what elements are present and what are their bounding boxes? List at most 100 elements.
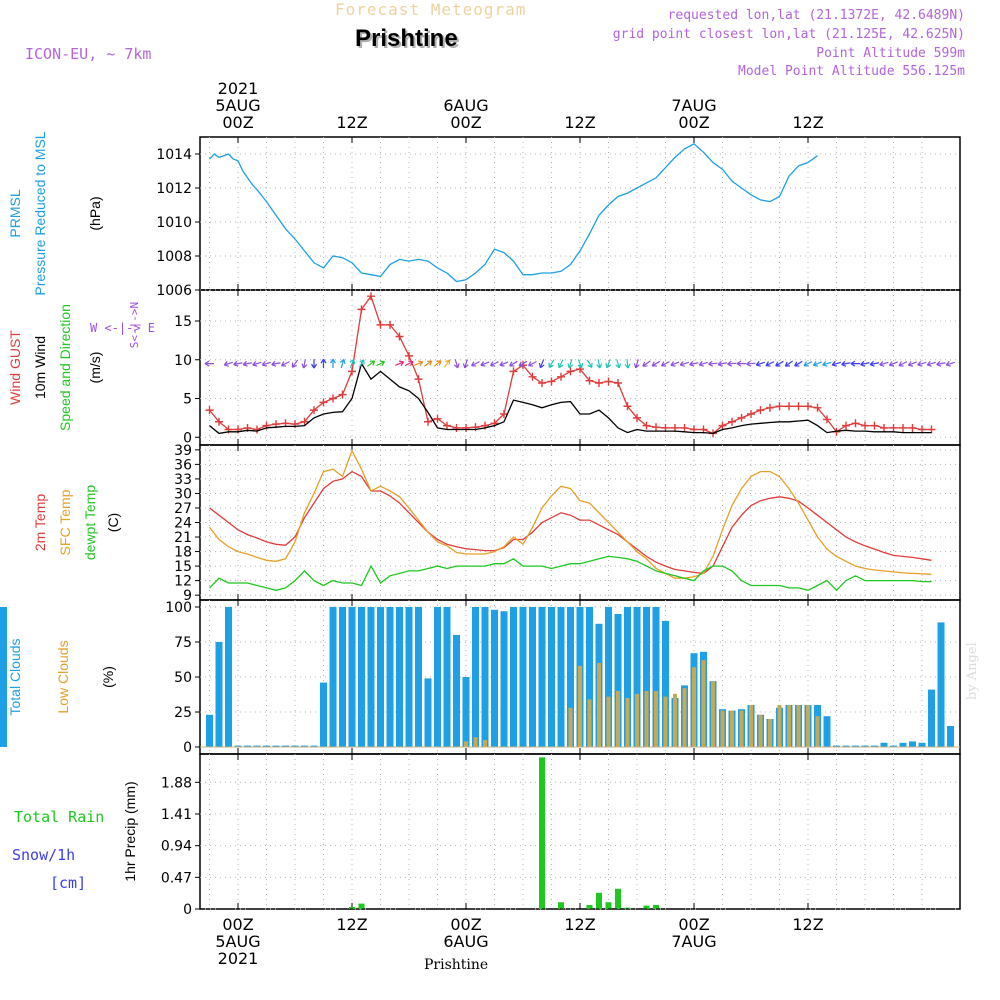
wind-vector	[548, 359, 555, 369]
clouds-bar	[320, 682, 327, 747]
wind-vector	[499, 361, 509, 367]
wind-gust-point	[538, 379, 546, 387]
clouds-bar	[483, 740, 487, 747]
wind-gust-point	[414, 375, 423, 384]
temperature-ytick-label: 9	[183, 588, 192, 604]
clouds-bar	[777, 705, 782, 747]
temperature-ylabel: SFC Temp	[57, 489, 73, 555]
precip-ytick-label: 1.41	[161, 807, 192, 823]
wind-vector	[936, 360, 946, 367]
temperature-ylabel: 2m Temp	[32, 494, 48, 552]
clouds-bar	[806, 705, 810, 747]
clouds-bar	[644, 691, 649, 747]
pressure-ylabel: (hPa)	[87, 196, 103, 230]
wind-vector	[271, 360, 281, 367]
bottom-time-label: 00Z	[678, 915, 709, 934]
wind-gust-point	[509, 367, 518, 376]
clouds-bar	[215, 642, 223, 747]
clouds-bar	[682, 688, 687, 747]
wind-vector	[395, 360, 405, 367]
clouds-bar	[605, 607, 612, 747]
temperature-ylabel: (C)	[105, 513, 121, 532]
clouds-bar	[339, 607, 346, 747]
clouds-bar	[842, 745, 850, 747]
wind-gust-point	[357, 305, 366, 314]
pressure-ylabel: PRMSL	[7, 189, 23, 237]
top-time-label: 7AUG	[671, 96, 716, 115]
clouds-bar	[614, 614, 622, 747]
clouds-bar	[749, 705, 753, 747]
clouds-bar	[244, 745, 251, 747]
wind-gust-point	[775, 402, 784, 411]
clouds-bar	[673, 693, 677, 747]
clouds-ytick-label: 50	[174, 670, 192, 686]
wind-vector	[433, 360, 442, 367]
wind-vector	[453, 359, 460, 369]
pressure-ytick-label: 1012	[156, 181, 192, 197]
clouds-ylabel: Low Clouds	[55, 640, 71, 713]
wind-ylabel: Wind GUST	[7, 330, 23, 405]
bottom-time-label: 00Z	[222, 915, 253, 934]
wind-gust-point	[424, 417, 432, 426]
wind-vector	[746, 360, 756, 367]
wind-vector	[596, 359, 603, 369]
clouds-bar	[206, 714, 213, 747]
clouds-bar	[787, 705, 791, 747]
wind-gust-point	[215, 417, 223, 426]
wind-vector	[349, 358, 356, 369]
clouds-bar	[453, 635, 460, 747]
precip-ytick-label: 0.94	[161, 839, 192, 855]
precip-bar	[624, 907, 631, 909]
clouds-bar	[815, 716, 820, 747]
clouds-bar	[282, 745, 289, 747]
clouds-bar	[548, 607, 555, 747]
bottom-time-label: 00Z	[450, 915, 481, 934]
model-altitude: Model Point Altitude 556.125m	[738, 64, 965, 79]
wind-gust-point	[462, 423, 470, 432]
clouds-bar	[937, 622, 945, 747]
temperature-ytick-label: 33	[174, 472, 192, 488]
clouds-bar	[272, 745, 280, 747]
wind-vector	[489, 361, 499, 367]
wind-gust-point	[889, 423, 898, 432]
wind-gust-point	[452, 423, 461, 432]
clouds-bar	[510, 607, 517, 747]
wind-vector	[443, 359, 451, 368]
clouds-bar	[472, 607, 479, 747]
precip-frame	[199, 753, 961, 910]
clouds-bar	[625, 698, 630, 747]
wind-vector	[860, 360, 870, 367]
clouds-bar	[616, 691, 620, 747]
precip-side-label: Total Rain	[14, 808, 104, 826]
compass-we: W <-|-> E	[90, 321, 155, 335]
clouds-bar	[464, 741, 468, 747]
clouds-bar	[635, 693, 639, 747]
temperature-ytick-label: 24	[174, 516, 192, 532]
wind-gust-point	[585, 376, 594, 385]
wind-gust-point	[851, 419, 860, 428]
wind-vector	[822, 360, 832, 367]
wind-gust-point	[500, 410, 508, 418]
clouds-ytick-label: 25	[174, 705, 192, 721]
top-time-label: 00Z	[450, 113, 481, 132]
clouds-bar	[662, 621, 669, 747]
clouds-bar	[481, 607, 489, 747]
wind-gust-point	[908, 423, 917, 432]
wind-vector	[605, 359, 611, 369]
wind-ylabel: (m/s)	[87, 352, 103, 384]
top-time-label: 6AUG	[443, 96, 488, 115]
wind-vector	[926, 360, 936, 367]
wind-vector	[945, 360, 955, 367]
wind-vector	[831, 360, 841, 367]
wind-vector	[803, 361, 813, 367]
wind-gust-point	[310, 406, 318, 415]
credit-text: by Angel	[965, 642, 980, 700]
clouds-bar	[0, 737, 7, 747]
wind-vector	[518, 360, 528, 367]
clouds-bar	[462, 677, 470, 747]
pressure-ylabel: Pressure Reduced to MSL	[32, 131, 48, 295]
clouds-bar	[377, 607, 384, 747]
location-title: Prishtine	[355, 25, 458, 52]
wind-vector	[339, 358, 346, 369]
clouds-bar	[557, 607, 565, 747]
